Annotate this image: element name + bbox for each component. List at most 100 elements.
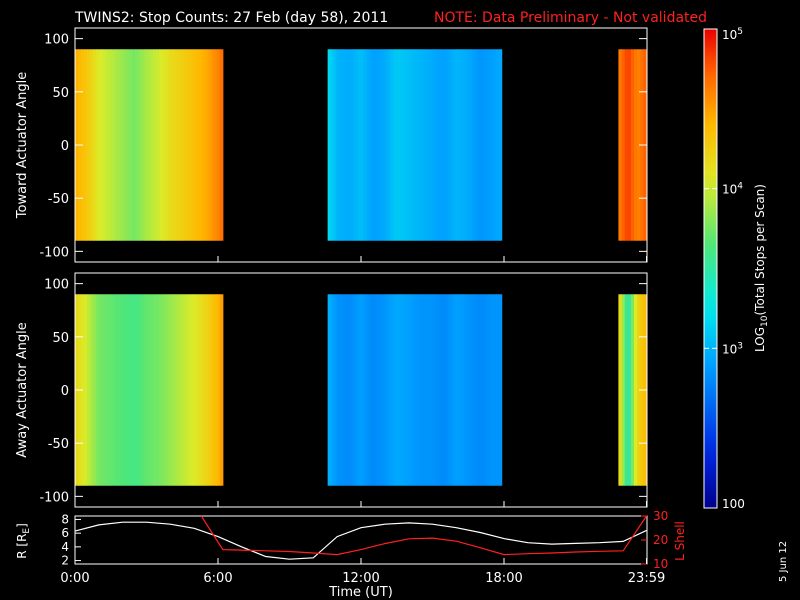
heatmap-column <box>450 49 455 241</box>
panel-toward-ylabel: Toward Actuator Angle <box>15 72 30 219</box>
heatmap-column <box>489 49 494 241</box>
heatmap-column <box>369 294 374 486</box>
heatmap-column <box>204 294 209 486</box>
colorbar-label-suffix: (Total Stops per Scan) <box>753 184 767 315</box>
y-tick-label: 100 <box>44 278 69 293</box>
preliminary-note: NOTE: Data Preliminary - Not validated <box>434 10 707 26</box>
heatmap-column <box>177 49 182 241</box>
heatmap-column <box>93 49 97 241</box>
heatmap-column <box>375 294 380 486</box>
heatmap-column <box>111 294 115 486</box>
heatmap-column <box>492 294 497 486</box>
heatmap-column <box>447 294 452 486</box>
heatmap-column <box>132 294 136 486</box>
heatmap-column <box>126 49 130 241</box>
lshell-tick-label: 10 <box>653 557 668 571</box>
y-tick-label: -50 <box>48 192 69 207</box>
heatmap-column <box>630 49 635 241</box>
y-tick-label: 0 <box>61 139 69 154</box>
heatmap-column <box>384 49 389 241</box>
heatmap-column <box>357 294 362 486</box>
heatmap-column <box>87 49 91 241</box>
heatmap-column <box>207 49 212 241</box>
heatmap-column <box>345 294 350 486</box>
heatmap-column <box>192 294 197 486</box>
heatmap-column <box>126 294 130 486</box>
heatmap-column <box>186 49 191 241</box>
heatmap-column <box>363 49 368 241</box>
x-tick-label: 18:00 <box>485 571 522 586</box>
heatmap-column <box>351 49 356 241</box>
heatmap-column <box>171 49 176 241</box>
heatmap-column <box>144 294 148 486</box>
heatmap-column <box>372 49 377 241</box>
heatmap-column <box>177 294 182 486</box>
heatmap-column <box>180 49 185 241</box>
heatmap-column <box>630 294 635 486</box>
lshell-axis-label: L Shell <box>673 521 687 561</box>
heatmap-column <box>618 294 623 486</box>
heatmap-column <box>120 49 124 241</box>
y-tick-label: -50 <box>48 437 69 452</box>
heatmap-column <box>348 49 353 241</box>
colorbar-fill <box>704 29 717 508</box>
heatmap-column <box>480 294 485 486</box>
heatmap-column <box>204 49 209 241</box>
heatmap-column <box>471 294 476 486</box>
heatmap-column <box>219 294 224 486</box>
heatmap-column <box>357 49 362 241</box>
heatmap-column <box>174 294 179 486</box>
heatmap-column <box>336 294 341 486</box>
heatmap-column <box>147 49 151 241</box>
heatmap-column <box>621 49 626 241</box>
panel-away: 100 50 0 -50 -100 Away Actuator Angle <box>15 272 648 508</box>
r-tick-label: 8 <box>61 512 69 526</box>
x-tick-label: 0:00 <box>60 571 89 586</box>
x-tick-label: 12:00 <box>342 571 379 586</box>
heatmap-column <box>135 49 139 241</box>
r-axis-label-sub: E <box>22 528 32 534</box>
heatmap-column <box>141 294 145 486</box>
heatmap-column <box>111 49 115 241</box>
heatmap-column <box>333 294 338 486</box>
heatmap-column <box>459 294 464 486</box>
heatmap-column <box>369 49 374 241</box>
heatmap-column <box>408 294 413 486</box>
heatmap-column <box>426 294 431 486</box>
y-tick-label: -100 <box>39 245 69 260</box>
heatmap-column <box>495 49 500 241</box>
heatmap-column <box>381 49 386 241</box>
heatmap-column <box>105 294 109 486</box>
heatmap-column <box>123 294 127 486</box>
y-tick-label: -100 <box>39 490 69 505</box>
heatmap-column <box>447 49 452 241</box>
colorbar-tick-base: 10 <box>722 183 737 197</box>
heatmap-column <box>99 294 103 486</box>
heatmap-column <box>393 49 398 241</box>
heatmap-column <box>495 294 500 486</box>
heatmap-column <box>408 49 413 241</box>
heatmap-column <box>141 49 145 241</box>
heatmap-column <box>144 49 148 241</box>
heatmap-column <box>150 49 155 241</box>
heatmap-column <box>219 49 224 241</box>
heatmap-column <box>114 49 118 241</box>
heatmap-column <box>483 294 488 486</box>
heatmap-column <box>465 294 470 486</box>
colorbar-tick-exp: 3 <box>737 341 743 351</box>
heatmap-column <box>486 294 491 486</box>
heatmap-column <box>627 294 632 486</box>
heatmap-column <box>147 294 151 486</box>
heatmap-column <box>450 294 455 486</box>
heatmap-column <box>387 294 392 486</box>
heatmap-column <box>444 49 449 241</box>
heatmap-column <box>393 294 398 486</box>
heatmap-column <box>366 49 371 241</box>
heatmap-column <box>138 294 142 486</box>
heatmap-column <box>489 294 494 486</box>
heatmap-column <box>189 294 194 486</box>
heatmap-column <box>471 49 476 241</box>
heatmap-column <box>486 49 491 241</box>
